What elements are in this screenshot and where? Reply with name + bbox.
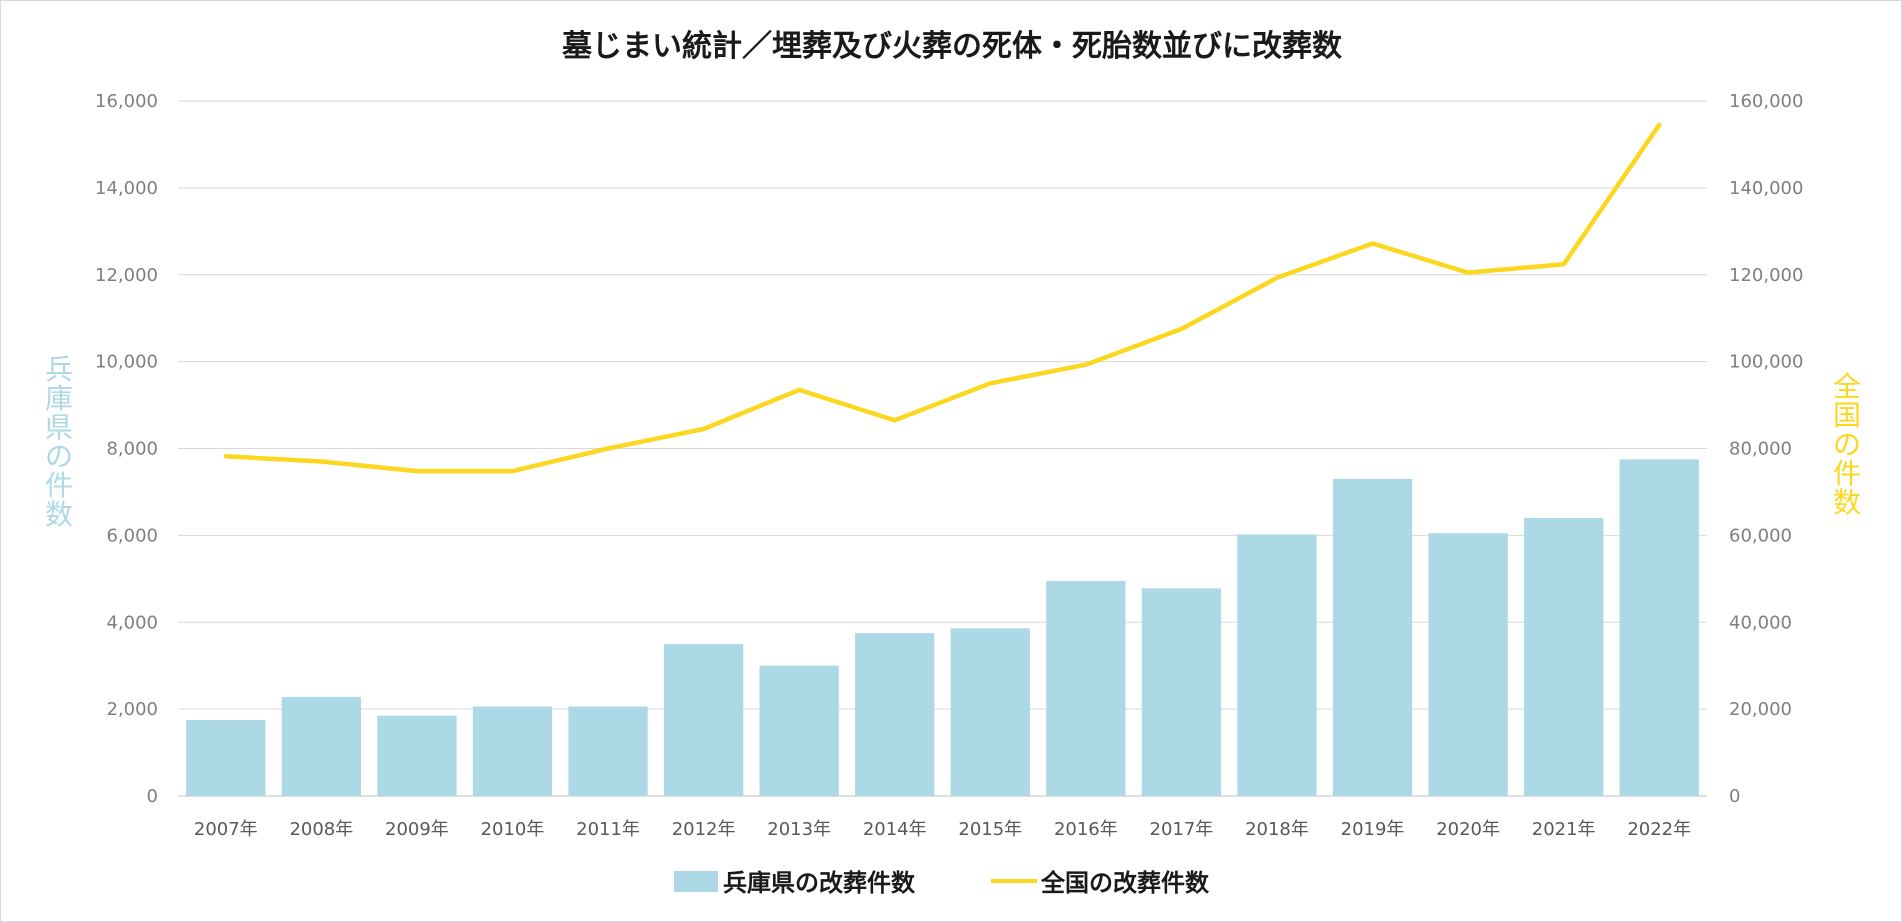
right-axis-title-text: 全国の件数 <box>1833 370 1861 519</box>
bar <box>1428 533 1508 796</box>
category-label: 2009年 <box>385 819 449 840</box>
category-label: 2016年 <box>1054 819 1118 840</box>
bar <box>186 719 266 796</box>
left-axis-ticks: 0 2,000 4,000 6,000 8,000 10,000 12,000 14,000 1… <box>95 91 158 807</box>
right-tick-label: 0 <box>1729 786 1740 807</box>
left-tick-label: 4,000 <box>106 612 158 633</box>
series-line <box>223 122 1662 474</box>
category-label: 2013年 <box>767 819 831 840</box>
category-label: 2022年 <box>1627 819 1691 840</box>
bar <box>663 643 744 796</box>
left-tick-label: 0 <box>147 786 158 807</box>
right-tick-label: 160,000 <box>1729 91 1803 112</box>
bar <box>1332 478 1413 796</box>
grid-layer <box>178 100 1707 797</box>
left-axis-title: 兵庫県の件数 <box>45 353 73 531</box>
bar <box>1141 588 1222 796</box>
category-label: 2021年 <box>1532 819 1596 840</box>
left-tick-label: 16,000 <box>95 91 158 112</box>
legend-bar-swatch <box>674 871 718 892</box>
category-label: 2011年 <box>576 819 640 840</box>
right-axis-ticks: 0 20,000 40,000 60,000 80,000 100,000 120,000 1… <box>1729 91 1803 807</box>
bar <box>281 696 362 796</box>
bar <box>472 706 553 796</box>
right-tick-label: 140,000 <box>1729 178 1803 199</box>
left-tick-label: 8,000 <box>106 439 158 460</box>
category-label: 2007年 <box>194 819 258 840</box>
left-axis-title-text: 兵庫県の件数 <box>45 353 73 531</box>
bar-layer <box>186 459 1699 796</box>
left-tick-label: 6,000 <box>106 525 158 546</box>
left-tick-label: 14,000 <box>95 178 158 199</box>
category-label: 2014年 <box>863 819 927 840</box>
right-tick-label: 100,000 <box>1729 352 1803 373</box>
right-tick-label: 60,000 <box>1729 525 1792 546</box>
bar <box>1046 580 1126 796</box>
category-labels: 2007年 2008年 2009年 2010年 2011年 2012年 2013年 2014年… <box>194 819 1691 840</box>
right-tick-label: 80,000 <box>1729 439 1792 460</box>
bar <box>1523 518 1604 796</box>
legend: 兵庫県の改葬件数 全国の改葬件数 <box>674 869 1210 897</box>
category-label: 2015年 <box>958 819 1022 840</box>
category-label: 2012年 <box>672 819 736 840</box>
category-label: 2020年 <box>1436 819 1500 840</box>
category-label: 2019年 <box>1341 819 1405 840</box>
left-tick-label: 12,000 <box>95 265 158 286</box>
category-label: 2010年 <box>481 819 545 840</box>
category-label: 2018年 <box>1245 819 1309 840</box>
bar <box>568 706 648 796</box>
bar <box>855 633 935 796</box>
chart-title: 墓じまい統計／埋葬及び火葬の死体・死胎数並びに改葬数 <box>561 29 1343 64</box>
bar <box>759 665 839 796</box>
bar <box>1619 459 1699 796</box>
right-tick-label: 20,000 <box>1729 699 1792 720</box>
category-label: 2017年 <box>1150 819 1214 840</box>
left-tick-label: 10,000 <box>95 352 158 373</box>
legend-bar-label: 兵庫県の改葬件数 <box>723 869 916 897</box>
right-tick-label: 120,000 <box>1729 265 1803 286</box>
right-axis-title: 全国の件数 <box>1833 370 1861 519</box>
category-label: 2008年 <box>289 819 353 840</box>
bar <box>377 715 457 796</box>
bar <box>950 628 1030 796</box>
bar <box>1237 534 1317 796</box>
line-layer <box>223 122 1662 474</box>
legend-line-label: 全国の改葬件数 <box>1040 869 1210 897</box>
right-tick-label: 40,000 <box>1729 612 1792 633</box>
left-tick-label: 2,000 <box>106 699 158 720</box>
